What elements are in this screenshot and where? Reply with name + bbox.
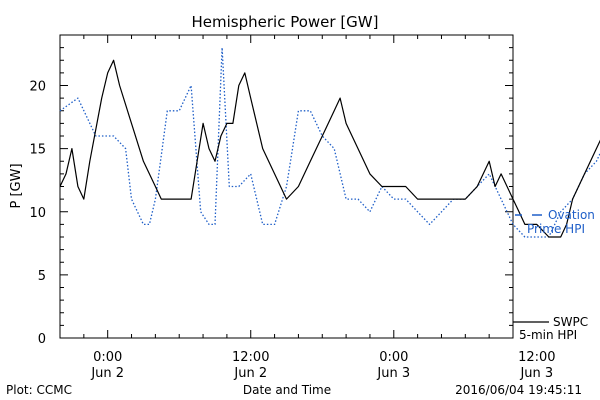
y-tick-label: 0 (38, 332, 46, 347)
x-tick-time-label: 0:00 (93, 350, 122, 365)
y-tick-label: 15 (29, 143, 46, 158)
legend-ovation-label: Ovation (548, 208, 595, 222)
y-tick-label: 20 (29, 80, 46, 95)
y-tick-label: 10 (29, 206, 46, 221)
x-tick-date-label: Jun 2 (90, 366, 124, 381)
x-tick-date-label: Jun 3 (519, 366, 553, 381)
x-tick-date-label: Jun 3 (376, 366, 410, 381)
x-tick-time-label: 12:00 (232, 350, 269, 365)
x-tick-time-label: 12:00 (518, 350, 555, 365)
plot-area (59, 34, 514, 339)
legend-swpc-label: SWPC (553, 315, 588, 329)
chart-title: Hemispheric Power [GW] (192, 13, 379, 31)
x-axis-label: Date and Time (243, 383, 331, 397)
legend-swpc-label-line2: 5-min HPI (519, 328, 577, 342)
legend-ovation-label-line2: Prime HPI (527, 222, 585, 236)
series-layer (59, 46, 600, 238)
plot-frame (59, 34, 514, 339)
ovation-prime-line (59, 46, 600, 238)
y-tick-label: 5 (38, 269, 46, 284)
footer-left: Plot: CCMC (6, 383, 72, 397)
y-axis-label: P [GW] (9, 163, 24, 208)
y-axis: 0 5 10 15 20 (29, 34, 513, 347)
swpc-hpi-line (59, 59, 600, 238)
x-tick-time-label: 0:00 (379, 350, 408, 365)
x-tick-date-label: Jun 2 (233, 366, 267, 381)
footer-timestamp: 2016/06/04 19:45:11 (455, 383, 582, 397)
